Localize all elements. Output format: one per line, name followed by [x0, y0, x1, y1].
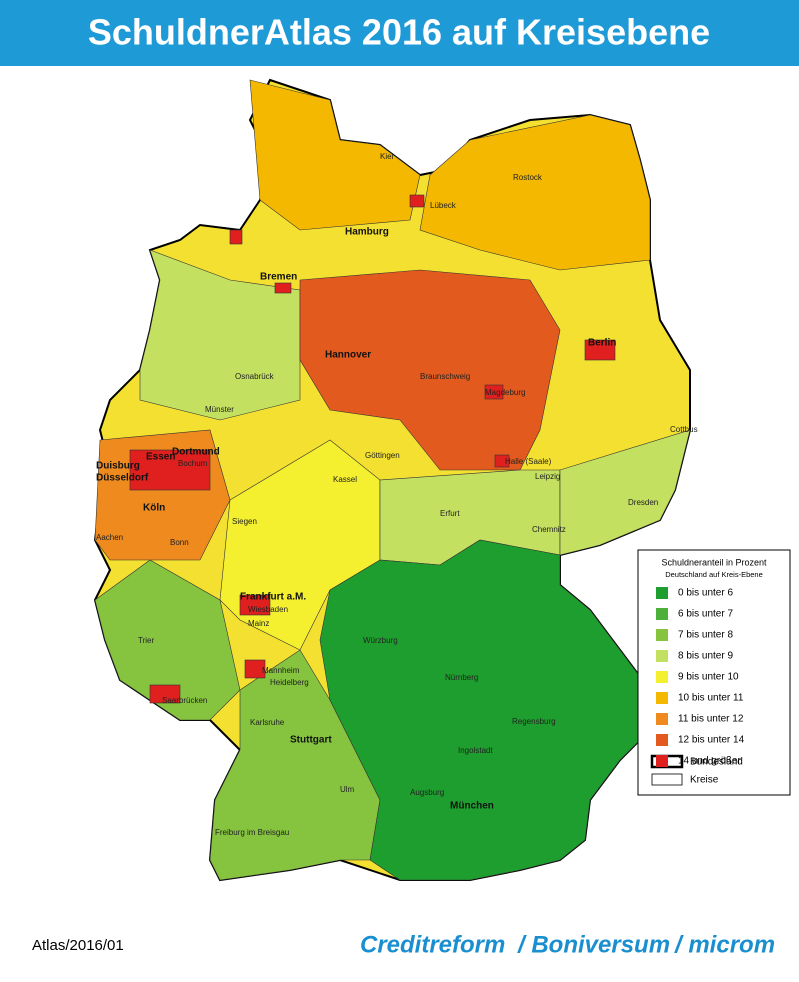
city-label: Dresden — [628, 498, 658, 507]
city-label: Regensburg — [512, 717, 556, 726]
city-label: Würzburg — [363, 636, 398, 645]
region — [94, 559, 241, 721]
legend-label: 14 und größer — [678, 756, 741, 767]
city-label: Leipzig — [535, 472, 560, 481]
city-label: Lübeck — [430, 201, 457, 210]
city-label: Karlsruhe — [250, 718, 285, 727]
city-label: Cottbus — [670, 425, 698, 434]
region — [139, 249, 301, 421]
logo-part: / Boniversum — [517, 931, 670, 958]
city-label: Augsburg — [410, 788, 444, 797]
city-label: Wiesbaden — [248, 605, 288, 614]
city-labels: Kiel Rostock Lübeck Hamburg Bremen Berli… — [96, 152, 698, 837]
city-label: Stuttgart — [290, 735, 332, 746]
city-label: Nürnberg — [445, 673, 478, 682]
city-label: Göttingen — [365, 451, 400, 460]
city-label: München — [450, 801, 494, 812]
city-label: Siegen — [232, 517, 257, 526]
city-label: Münster — [205, 405, 234, 414]
legend-label: 10 bis unter 11 — [678, 693, 744, 704]
legend-swatch — [656, 692, 668, 704]
city-label: Frankfurt a.M. — [240, 592, 306, 603]
legend-swatch — [656, 713, 668, 725]
legend-swatch — [656, 650, 668, 662]
map — [93, 78, 691, 882]
legend-swatch — [656, 671, 668, 683]
city-label: Bochum — [178, 459, 208, 468]
city-label: Bremen — [260, 272, 297, 283]
city-label: Rostock — [513, 173, 543, 182]
legend-swatch — [656, 587, 668, 599]
city-label: Düsseldorf — [96, 473, 149, 484]
city-label: Duisburg — [96, 461, 140, 472]
kreise-swatch — [651, 773, 683, 786]
title-bar — [0, 0, 799, 66]
region — [319, 539, 661, 881]
city-label: Braunschweig — [420, 372, 470, 381]
city-label: Mainz — [248, 619, 269, 628]
legend-label: 11 bis unter 12 — [678, 714, 744, 725]
legend-swatch — [656, 629, 668, 641]
legend-label: Bundesland — [690, 757, 743, 768]
legend-title: Schuldneranteil in Prozent — [661, 557, 767, 567]
city-label: Trier — [138, 636, 154, 645]
legend-subtitle: Deutschland auf Kreis-Ebene — [665, 570, 763, 579]
legend-label: 12 bis unter 14 — [678, 735, 745, 746]
hotspots — [129, 194, 616, 704]
region — [419, 114, 651, 271]
city-label: Freiburg im Breisgau — [215, 828, 289, 837]
city-label: Magdeburg — [485, 388, 525, 397]
city-label: Kiel — [380, 152, 394, 161]
city-label: Hannover — [325, 350, 371, 361]
city-label: Bonn — [170, 538, 189, 547]
region — [249, 79, 421, 231]
legend-swatch — [656, 734, 668, 746]
logo-part: Creditreform — [360, 931, 505, 958]
city-label: Heidelberg — [270, 678, 309, 687]
legend-label: 7 bis unter 8 — [678, 630, 733, 641]
atlas-code: Atlas/2016/01 — [32, 937, 124, 954]
logo: Creditreform / Boniversum / microm — [360, 931, 775, 958]
legend-label: 9 bis unter 10 — [678, 672, 739, 683]
city-label: Kassel — [333, 475, 357, 484]
legend: Schuldneranteil in Prozent Deutschland a… — [637, 549, 791, 796]
legend-swatch — [656, 755, 668, 767]
legend-label: 6 bis unter 7 — [678, 609, 733, 620]
city-label: Aachen — [96, 533, 123, 542]
city-label: Dortmund — [172, 447, 220, 458]
legend-swatch — [656, 608, 668, 620]
city-label: Halle (Saale) — [505, 457, 552, 466]
legend-label: Kreise — [690, 775, 719, 786]
legend-label: 0 bis unter 6 — [678, 588, 733, 599]
legend-label: 8 bis unter 9 — [678, 651, 733, 662]
city-label: Mannheim — [262, 666, 300, 675]
city-label: Ingolstadt — [458, 746, 493, 755]
city-label: Erfurt — [440, 509, 460, 518]
city-label: Chemnitz — [532, 525, 566, 534]
city-label: Berlin — [588, 338, 616, 349]
logo-part: / microm — [674, 931, 775, 958]
city-label: Köln — [143, 503, 165, 514]
city-label: Hamburg — [345, 227, 389, 238]
city-label: Essen — [146, 452, 175, 463]
city-label: Saarbrücken — [162, 696, 207, 705]
title: SchuldnerAtlas 2016 auf Kreisebene — [88, 12, 710, 53]
city-label: Osnabrück — [235, 372, 275, 381]
city-label: Ulm — [340, 785, 355, 794]
